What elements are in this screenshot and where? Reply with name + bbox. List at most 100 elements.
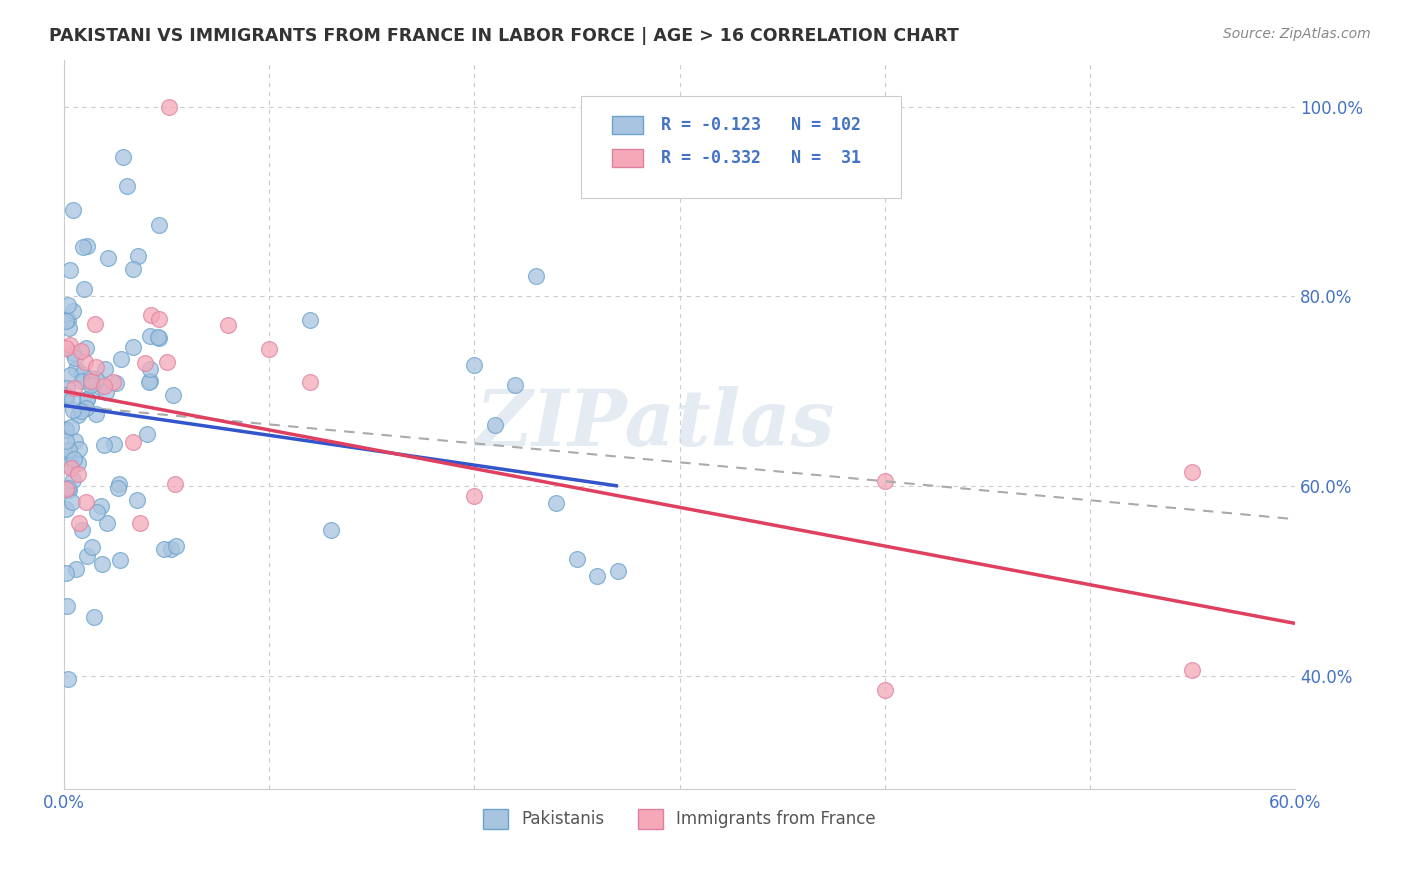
Point [63,351,86,365]
Point [58,458,80,473]
Point [62,452,84,467]
Point [217,318,239,333]
Point [58,451,80,466]
Point [148,331,170,345]
Point [139,374,162,388]
Point [76,549,98,564]
Point [94,385,117,400]
Point [55,423,77,437]
Point [62,203,84,218]
Point [67,467,90,481]
Point [62,473,84,487]
Point [152,541,174,556]
Point [58,368,80,383]
Point [127,492,149,507]
Point [101,375,124,389]
Point [107,477,129,491]
Point [162,388,184,402]
Text: R = -0.332   N =  31: R = -0.332 N = 31 [661,149,860,167]
Point [63,381,86,395]
Point [70,374,93,388]
Point [59,461,82,475]
Point [55,390,77,404]
Point [65,362,87,376]
Point [55,381,77,395]
Point [76,341,98,355]
Point [55,434,77,449]
Point [156,355,179,369]
Point [86,407,108,421]
Point [60,419,83,434]
Point [72,240,94,254]
Point [139,328,162,343]
Point [159,542,181,557]
Point [55,422,77,436]
Point [146,330,169,344]
Point [165,477,187,491]
Point [107,481,129,495]
Point [70,523,93,537]
Point [157,100,180,114]
Point [257,342,280,356]
Point [873,682,896,697]
Legend: Pakistanis, Immigrants from France: Pakistanis, Immigrants from France [477,802,883,836]
Point [463,489,485,503]
Point [60,495,83,509]
Point [76,238,98,252]
Point [83,376,105,390]
Point [58,313,80,327]
Point [122,262,145,277]
Point [524,269,547,284]
Point [299,313,322,327]
Point [72,282,94,296]
Point [463,358,485,372]
Point [505,378,527,392]
Point [76,392,98,407]
Point [319,523,342,537]
Point [55,566,77,581]
Point [96,516,118,530]
Point [55,482,77,496]
Point [148,218,170,232]
Point [607,564,630,578]
Point [112,150,135,164]
Point [55,314,77,328]
Point [70,343,93,358]
Point [115,179,138,194]
Text: R = -0.123   N = 102: R = -0.123 N = 102 [661,116,860,135]
Point [58,483,80,498]
Point [55,341,77,355]
Point [70,403,93,417]
Point [62,346,84,360]
Point [138,375,160,389]
Point [93,362,115,376]
Point [82,540,104,554]
Point [72,367,94,381]
Point [83,317,105,331]
Point [165,539,187,553]
Point [56,599,79,613]
Point [75,401,97,416]
Point [56,298,79,312]
Point [148,312,170,326]
Point [62,304,84,318]
Point [873,475,896,489]
Point [586,568,609,582]
Point [105,376,128,390]
Point [66,456,89,470]
Point [1181,663,1204,677]
Text: PAKISTANI VS IMMIGRANTS FROM FRANCE IN LABOR FORCE | AGE > 16 CORRELATION CHART: PAKISTANI VS IMMIGRANTS FROM FRANCE IN L… [49,27,959,45]
Point [59,453,82,467]
Point [139,308,162,322]
Point [127,249,149,263]
Point [73,355,96,369]
Point [76,392,98,406]
Point [89,380,111,394]
Point [65,562,87,576]
Point [484,418,506,433]
Text: ZIPatlas: ZIPatlas [475,386,835,463]
Point [82,376,104,390]
Point [565,551,588,566]
Point [93,378,115,392]
Point [108,552,131,566]
